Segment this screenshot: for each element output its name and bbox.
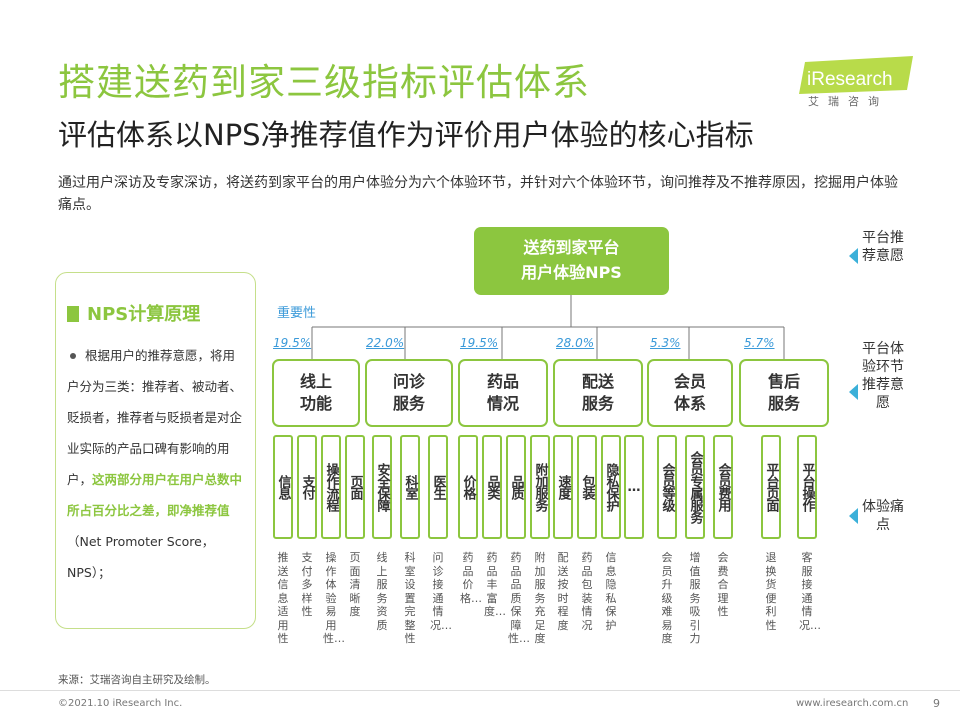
indicator-desc: 退换货便利性 <box>765 551 777 632</box>
indicator-desc: 药品包装情况 <box>581 551 593 632</box>
indicator-box: 平台页面 <box>761 435 781 539</box>
weight-label: 重要性 <box>277 306 317 321</box>
page-title: 搭建送药到家三级指标评估体系 <box>58 61 590 104</box>
indicator-desc: 会员升级难易度 <box>661 551 673 645</box>
page-number: 9 <box>933 697 940 710</box>
category-box: 会员 体系 <box>647 359 733 427</box>
indicator-box: 附加服务 <box>530 435 550 539</box>
indicator-desc: 会费合理性 <box>717 551 729 618</box>
triangle-left-icon <box>849 508 858 524</box>
indicator-desc: 增值服务吸引力 <box>689 551 701 645</box>
weight-value: 5.3% <box>650 336 681 350</box>
bullet-dot-icon <box>70 352 76 359</box>
indicator-desc: 配送按时程度 <box>557 551 569 632</box>
indicator-desc: 操作体验易用性… <box>323 551 345 645</box>
weight-value: 5.7% <box>744 336 775 350</box>
level-label: 平台推荐意愿 <box>862 230 904 264</box>
category-box: 线上 功能 <box>272 359 360 427</box>
indicator-desc: 药品丰富度… <box>484 551 506 618</box>
indicator-box: 安全保障 <box>372 435 392 539</box>
weight-value: 19.5% <box>460 336 499 350</box>
indicator-box: 会员费用 <box>713 435 733 539</box>
copyright: ©2021.10 iResearch Inc. <box>58 698 183 709</box>
indicator-box: 科室 <box>400 435 420 539</box>
indicator-box: 品质 <box>506 435 526 539</box>
level-label: 平台体验环节推荐意愿 <box>862 341 904 411</box>
indicator-box: 支付 <box>297 435 317 539</box>
weight-value: 19.5% <box>273 336 312 350</box>
indicator-box: 页面 <box>345 435 365 539</box>
footer-divider <box>0 690 960 691</box>
indicator-box: 包装 <box>577 435 597 539</box>
indicator-box: 医生 <box>428 435 448 539</box>
indicator-box: 速度 <box>553 435 573 539</box>
indicator-box: 品类 <box>482 435 502 539</box>
indicator-desc: 药品价格… <box>460 551 482 605</box>
indicator-desc: 科室设置完整性 <box>404 551 416 645</box>
indicator-box: 隐私保护 <box>601 435 621 539</box>
logo-cn-text: 艾瑞咨询 <box>808 95 888 108</box>
category-box: 售后 服务 <box>739 359 829 427</box>
top-box-line1: 送药到家平台 <box>523 238 620 257</box>
square-bullet-icon <box>67 306 79 322</box>
indicator-desc: 药品品质保障性… <box>508 551 530 645</box>
category-box: 问诊 服务 <box>365 359 453 427</box>
indicator-box: 平台操作 <box>797 435 817 539</box>
top-nps-box: 送药到家平台 用户体验NPS <box>474 227 669 295</box>
indicator-desc: 附加服务充足度 <box>534 551 546 645</box>
category-box: 配送 服务 <box>553 359 643 427</box>
indicator-box: 会员等级 <box>657 435 677 539</box>
nps-panel <box>55 272 256 629</box>
indicator-box: 价格 <box>458 435 478 539</box>
nps-explanation: 根据用户的推荐意愿，将用户分为三类：推荐者、被动者、贬损者，推荐者与贬损者是对企… <box>67 340 247 588</box>
indicator-desc: 页面清晰度 <box>349 551 361 618</box>
level-label: 体验痛点 <box>862 499 904 533</box>
page-subtitle: 评估体系以NPS净推荐值作为评价用户体验的核心指标 <box>58 118 754 152</box>
category-box: 药品 情况 <box>458 359 548 427</box>
indicator-box: 操作流程 <box>321 435 341 539</box>
indicator-desc: 推送信息适用性 <box>277 551 289 645</box>
triangle-left-icon <box>849 248 858 264</box>
logo-text: iResearch <box>807 69 893 90</box>
top-box-line2: 用户体验NPS <box>521 263 622 282</box>
indicator-box: 会员专属服务 <box>685 435 705 539</box>
nps-text-normal: 根据用户的推荐意愿，将用户分为三类：推荐者、被动者、贬损者，推荐者与贬损者是对企… <box>67 348 243 487</box>
source-note: 来源：艾瑞咨询自主研究及绘制。 <box>58 674 216 686</box>
weight-value: 28.0% <box>556 336 595 350</box>
indicator-desc: 线上服务资质 <box>376 551 388 632</box>
weight-value: 22.0% <box>366 336 405 350</box>
indicator-box: … <box>624 435 644 539</box>
indicator-desc: 支付多样性 <box>301 551 313 618</box>
indicator-desc: 问诊接通情况… <box>430 551 452 632</box>
indicator-desc: 客服接通情况… <box>799 551 821 632</box>
nps-heading-text: NPS计算原理 <box>87 304 201 325</box>
indicator-desc: 信息隐私保护 <box>605 551 617 632</box>
nps-text-tail: （Net Promoter Score，NPS）； <box>67 534 215 580</box>
nps-text-highlight: 这两部分用户在用户总数中所占百分比之差，即净推荐值 <box>67 472 243 518</box>
iresearch-logo: iResearch <box>799 56 913 94</box>
website-link[interactable]: www.iresearch.com.cn <box>796 698 909 709</box>
intro-text: 通过用户深访及专家深访，将送药到家平台的用户体验分为六个体验环节，并针对六个体验… <box>58 175 898 213</box>
indicator-box: 信息 <box>273 435 293 539</box>
triangle-left-icon <box>849 384 858 400</box>
nps-heading: NPS计算原理 <box>67 300 200 326</box>
